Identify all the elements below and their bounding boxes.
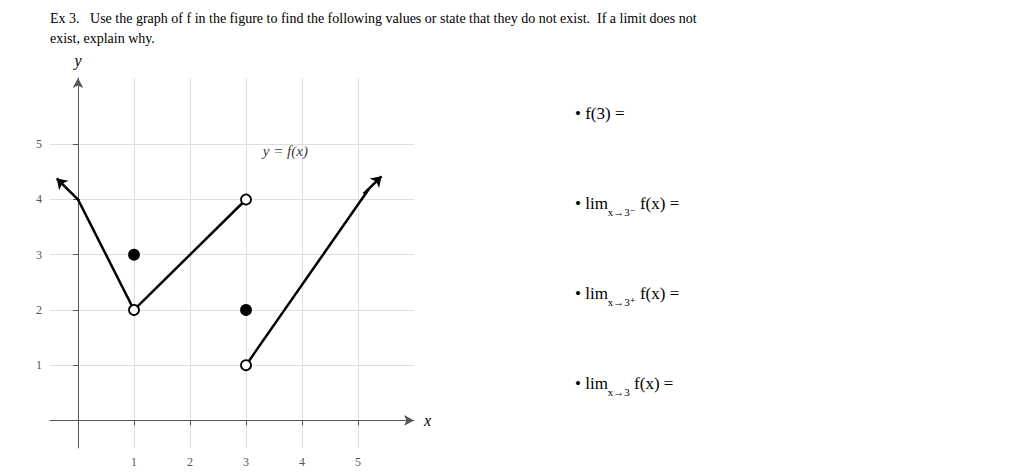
svg-text:5: 5 bbox=[355, 455, 361, 469]
svg-text:x→3⁺: x→3⁺ bbox=[608, 296, 636, 308]
svg-text:3: 3 bbox=[243, 455, 249, 469]
svg-text:4: 4 bbox=[299, 455, 305, 469]
svg-text:x→3: x→3 bbox=[608, 386, 631, 398]
svg-text:• lim: • lim bbox=[575, 194, 608, 213]
svg-text:• lim: • lim bbox=[575, 374, 608, 393]
svg-text:• lim: • lim bbox=[575, 284, 608, 303]
svg-text:3: 3 bbox=[36, 248, 42, 262]
svg-text:1: 1 bbox=[36, 358, 42, 372]
svg-text:x: x bbox=[423, 412, 431, 429]
svg-text:f(x) =: f(x) = bbox=[636, 194, 680, 213]
svg-text:Ex 3. Use the graph of f in: Ex 3. Use the graph of f in the figure t… bbox=[50, 11, 697, 26]
svg-text:2: 2 bbox=[36, 303, 42, 317]
svg-text:exist, explain why.: exist, explain why. bbox=[50, 31, 155, 46]
svg-text:f(x) =: f(x) = bbox=[636, 284, 680, 303]
svg-text:5: 5 bbox=[36, 137, 42, 151]
svg-text:x→3⁻: x→3⁻ bbox=[608, 206, 636, 218]
svg-text:y = f(x): y = f(x) bbox=[261, 143, 308, 160]
svg-text:1: 1 bbox=[131, 455, 137, 469]
svg-text:4: 4 bbox=[36, 192, 42, 206]
svg-text:• f(3) =: • f(3) = bbox=[575, 104, 625, 123]
svg-text:2: 2 bbox=[187, 455, 193, 469]
svg-text:f(x) =: f(x) = bbox=[630, 374, 674, 393]
svg-text:y: y bbox=[72, 52, 82, 70]
